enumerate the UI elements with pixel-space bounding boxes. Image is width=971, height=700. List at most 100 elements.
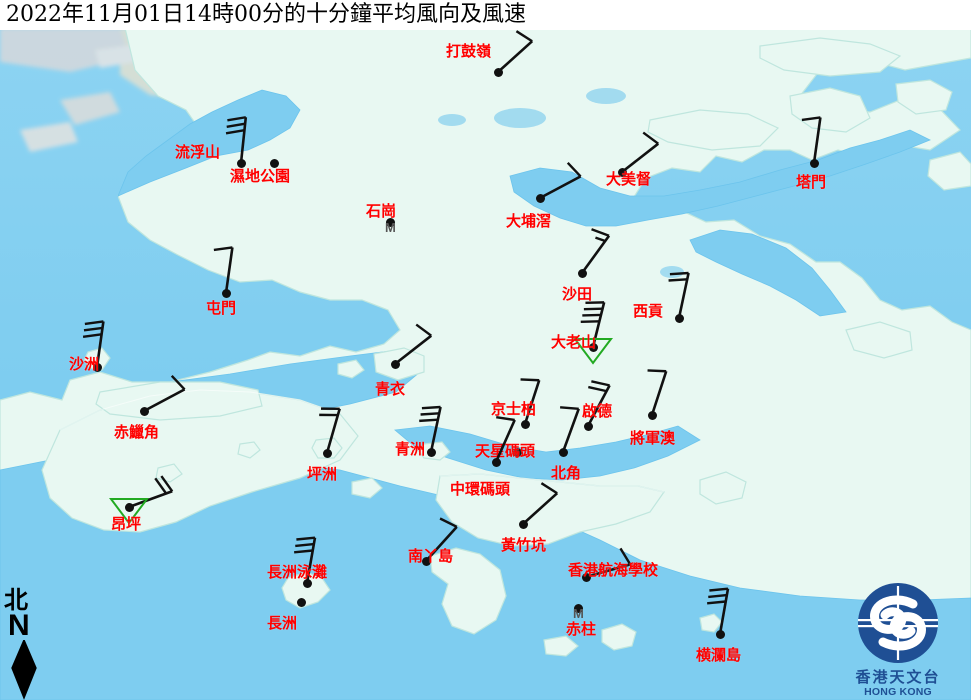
station-label: 流浮山 <box>175 143 221 161</box>
wind-barb-icon <box>539 162 582 200</box>
wind-barb-icon <box>522 482 559 525</box>
north-arrow-icon <box>11 640 37 700</box>
station-label: 黃竹坑 <box>501 536 547 554</box>
station-label: 赤鱲角 <box>114 423 160 441</box>
station-label: 赤柱 <box>566 620 597 638</box>
station-dot <box>491 457 501 467</box>
station-label: 青洲 <box>395 440 426 458</box>
wind-barb-icon <box>580 228 611 274</box>
compass-label-en: N <box>8 609 30 642</box>
station-label: 啟德 <box>582 402 613 420</box>
station-label: 坪洲 <box>307 465 338 483</box>
wind-barb-icon <box>419 405 442 453</box>
wind-barb-icon <box>425 517 458 562</box>
station-label: 横瀾島 <box>696 646 742 664</box>
station-maintenance-marker: M <box>385 220 396 235</box>
station-dot <box>674 313 684 323</box>
station-dot <box>715 629 725 639</box>
wind-barb-icon <box>520 378 541 425</box>
station-label: 昂坪 <box>111 515 142 533</box>
station-dot <box>558 447 568 457</box>
wind-barb-icon <box>621 131 660 174</box>
north-compass: 北 N <box>2 585 72 700</box>
station-label: 香港航海學校 <box>568 561 659 579</box>
hko-emblem-icon <box>858 583 938 663</box>
station-dot <box>426 447 436 457</box>
station-dot <box>573 603 583 613</box>
station-dot <box>647 410 657 420</box>
page-title: 2022年11月01日14時00分的十分鐘平均風向及風速 <box>6 2 526 27</box>
wind-barb-icon <box>394 323 433 366</box>
station-label: 西貢 <box>633 302 664 320</box>
station-label: 將軍澳 <box>630 429 676 447</box>
wind-barb-icon <box>128 475 174 509</box>
wind-barb-icon <box>494 416 516 463</box>
station-label: 北角 <box>551 464 582 482</box>
station-label: 長洲泳灘 <box>267 563 328 581</box>
station-label: 打鼓嶺 <box>446 42 492 60</box>
station-label: 沙洲 <box>69 355 100 373</box>
station-dot <box>581 572 591 582</box>
station-label: 大老山 <box>551 333 597 351</box>
station-label: 大埔滘 <box>506 212 552 230</box>
wind-barb-icon <box>213 246 234 294</box>
station-label: 沙田 <box>562 285 593 303</box>
station-label: 京士柏 <box>491 400 537 418</box>
station-dot <box>588 342 598 352</box>
station-label: 大美督 <box>606 170 652 188</box>
compass-label-cn: 北 <box>4 585 28 614</box>
station-label: 石崗 <box>366 202 397 220</box>
hko-name-en: HONG KONG OBSERVATORY <box>858 686 939 700</box>
station-dot <box>385 217 395 227</box>
wind-barb-icon <box>294 536 317 584</box>
high-level-triangle-icon <box>573 338 613 365</box>
station-dot <box>124 502 134 512</box>
station-dot <box>390 359 400 369</box>
wind-barb-icon <box>585 547 632 579</box>
title-bar: 2022年11月01日14時00分的十分鐘平均風向及風速 <box>0 0 971 30</box>
station-dot <box>221 288 231 298</box>
station-dot <box>269 158 279 168</box>
station-label: 塔門 <box>796 173 827 191</box>
wind-barb-icon <box>586 380 611 427</box>
station-label: 中環碼頭 <box>450 480 511 498</box>
station-dot <box>296 597 306 607</box>
station-dot <box>577 268 587 278</box>
wind-barb-icon <box>319 407 341 454</box>
station-dot <box>493 67 503 77</box>
station-dot <box>139 406 149 416</box>
station-dot <box>518 519 528 529</box>
wind-barb-icon <box>707 587 730 635</box>
station-label: 屯門 <box>206 299 237 317</box>
station-dot <box>617 167 627 177</box>
station-dot <box>535 193 545 203</box>
station-maintenance-marker: M <box>573 606 584 621</box>
station-dot <box>236 158 246 168</box>
station-dot <box>809 158 819 168</box>
station-dot <box>92 362 102 372</box>
wind-barb-icon <box>497 30 534 73</box>
station-dot <box>520 419 530 429</box>
wind-barb-icon <box>143 375 186 413</box>
station-dot <box>302 578 312 588</box>
station-label: 青衣 <box>375 380 406 398</box>
wind-barb-icon <box>82 320 105 368</box>
wind-barb-icon <box>560 406 580 453</box>
station-dot <box>322 448 332 458</box>
high-level-triangle-icon <box>109 498 149 525</box>
wind-barb-icon <box>668 271 690 319</box>
station-label: 天星碼頭 <box>475 442 536 460</box>
wind-barb-icon <box>647 369 668 416</box>
station-dot <box>583 421 593 431</box>
station-dot <box>512 447 522 457</box>
station-dot <box>421 556 431 566</box>
station-label: 南丫島 <box>408 547 454 565</box>
hko-name-cn: 香港天文台 <box>855 668 941 686</box>
station-label: 長洲 <box>267 614 298 632</box>
wind-barb-icon <box>801 116 822 164</box>
hko-logo: 香港天文台 HONG KONG OBSERVATORY <box>831 582 965 700</box>
station-label: 濕地公園 <box>230 167 291 185</box>
